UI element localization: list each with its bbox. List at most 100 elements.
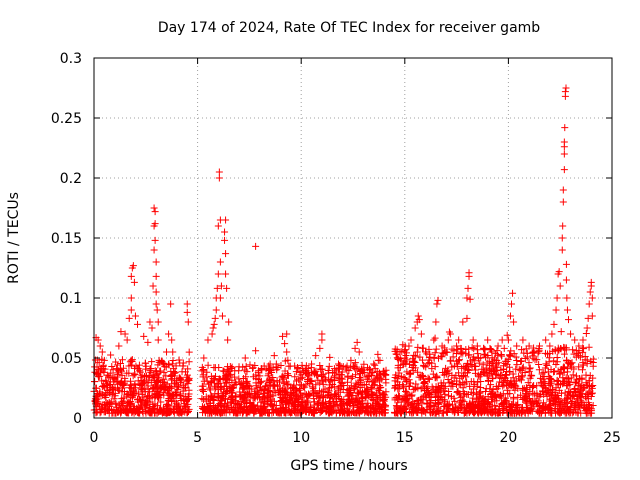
- roti-point: [583, 324, 591, 332]
- roti-point-background: [492, 367, 500, 375]
- roti-point-background: [97, 365, 105, 373]
- roti-point: [374, 350, 382, 358]
- roti-point: [129, 262, 137, 270]
- roti-point-background: [429, 370, 437, 378]
- roti-point-background: [254, 402, 262, 410]
- roti-point-background: [239, 385, 247, 393]
- roti-point-background: [211, 403, 219, 411]
- roti-point-background: [219, 391, 227, 399]
- roti-point-background: [164, 387, 172, 395]
- roti-point-background: [568, 399, 576, 407]
- roti-point: [415, 316, 423, 324]
- roti-point-background: [148, 385, 156, 393]
- roti-point-background: [492, 350, 500, 358]
- roti-point: [557, 328, 565, 336]
- roti-point-background: [437, 352, 445, 360]
- roti-point-background: [469, 389, 477, 397]
- roti-point-background: [344, 392, 352, 400]
- roti-point-background: [460, 409, 468, 417]
- roti-point: [270, 352, 278, 360]
- roti-point-background: [457, 397, 465, 405]
- roti-point-background: [319, 394, 327, 402]
- roti-point-background: [479, 397, 487, 405]
- roti-point-background: [551, 346, 559, 354]
- roti-point-background: [175, 356, 183, 364]
- roti-point-background: [228, 392, 236, 400]
- roti-point-background: [489, 386, 497, 394]
- roti-point: [480, 344, 488, 352]
- roti-point-background: [393, 405, 401, 413]
- roti-point: [587, 278, 595, 286]
- roti-point-background: [163, 409, 171, 417]
- roti-point-background: [506, 403, 514, 411]
- roti-point-background: [540, 391, 548, 399]
- roti-point: [343, 366, 351, 374]
- roti-point-background: [140, 372, 148, 380]
- roti-point-background: [257, 383, 265, 391]
- roti-point-background: [286, 362, 294, 370]
- roti-point: [353, 338, 361, 346]
- roti-point: [562, 260, 570, 268]
- roti-point: [127, 294, 135, 302]
- roti-point-background: [290, 401, 298, 409]
- roti-point-background: [182, 383, 190, 391]
- roti-point-background: [471, 409, 479, 417]
- roti-point-background: [557, 407, 565, 415]
- roti-point-background: [311, 369, 319, 377]
- roti-point-background: [379, 367, 387, 375]
- roti-point-background: [303, 397, 311, 405]
- roti-point-background: [459, 379, 467, 387]
- roti-point-background: [109, 374, 117, 382]
- roti-point-background: [425, 375, 433, 383]
- roti-point-background: [345, 408, 353, 416]
- roti-point: [214, 270, 222, 278]
- roti-point-background: [307, 408, 315, 416]
- roti-point: [552, 306, 560, 314]
- roti-point-background: [180, 396, 188, 404]
- roti-point: [222, 216, 230, 224]
- roti-point: [446, 330, 454, 338]
- roti-point-background: [418, 409, 426, 417]
- roti-point-background: [500, 362, 508, 370]
- y-tick-label: 0: [73, 411, 82, 427]
- roti-point-background: [470, 353, 478, 361]
- roti-point-background: [111, 376, 119, 384]
- roti-point-background: [428, 383, 436, 391]
- roti-point-background: [119, 364, 127, 372]
- roti-point-background: [369, 395, 377, 403]
- roti-point: [204, 336, 212, 344]
- roti-point-background: [585, 343, 593, 351]
- roti-point: [444, 336, 452, 344]
- roti-point-background: [528, 372, 536, 380]
- roti-point-background: [107, 351, 115, 359]
- roti-point-background: [229, 384, 237, 392]
- roti-point-background: [251, 392, 259, 400]
- roti-point-background: [243, 391, 251, 399]
- y-axis-label: ROTI / TECUs: [6, 192, 22, 284]
- roti-point-background: [393, 354, 401, 362]
- roti-point-background: [256, 372, 264, 380]
- roti-point: [210, 320, 218, 328]
- roti-point-background: [284, 356, 292, 364]
- roti-point-background: [221, 395, 229, 403]
- roti-point-background: [202, 397, 210, 405]
- roti-point-background: [553, 407, 561, 415]
- roti-point-background: [91, 378, 99, 386]
- roti-point-background: [96, 390, 104, 398]
- roti-point-background: [377, 383, 385, 391]
- roti-point-background: [325, 369, 333, 377]
- roti-point-background: [218, 405, 226, 413]
- roti-point-background: [415, 373, 423, 381]
- roti-point-background: [451, 397, 459, 405]
- roti-point-background: [556, 369, 564, 377]
- roti-point: [464, 284, 472, 292]
- roti-point: [559, 186, 567, 194]
- roti-point-background: [210, 402, 218, 410]
- y-tick-label: 0.25: [51, 111, 82, 127]
- roti-point: [442, 348, 450, 356]
- roti-point-background: [206, 407, 214, 415]
- roti-point-background: [577, 385, 585, 393]
- roti-point-background: [303, 369, 311, 377]
- roti-point-background: [295, 386, 303, 394]
